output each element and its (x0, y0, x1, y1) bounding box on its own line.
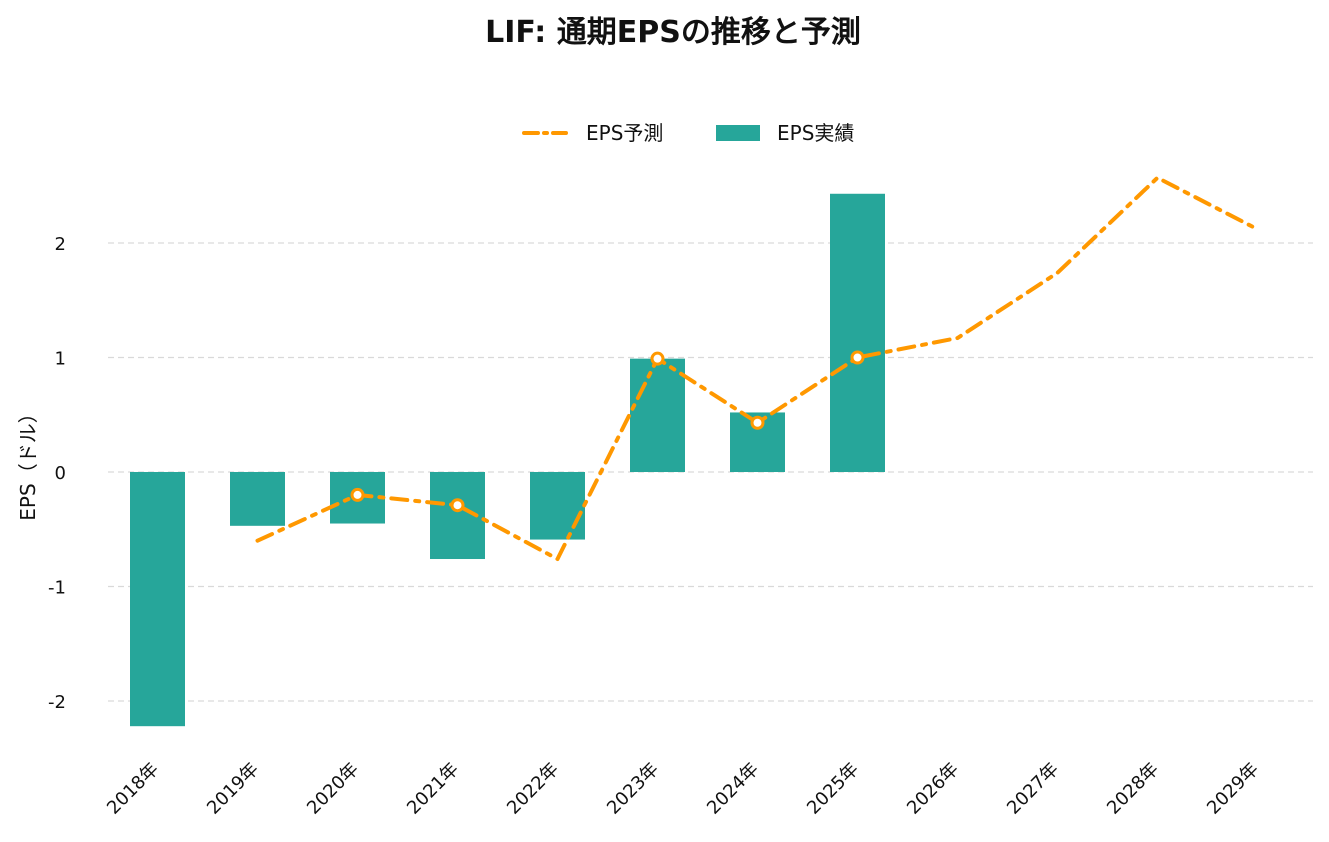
bar-2023年 (630, 358, 685, 472)
bar-2025年 (830, 193, 885, 472)
x-tick-label: 2029年 (1203, 759, 1263, 819)
forecast-line (255, 175, 1260, 562)
bar-2018年 (130, 472, 185, 727)
y-tick-label: -1 (48, 578, 66, 599)
y-tick-label: 2 (55, 234, 66, 255)
x-tick-label: 2018年 (103, 759, 163, 819)
bar-2019年 (230, 472, 285, 526)
legend-actual-swatch (716, 125, 760, 141)
x-tick-label: 2020年 (303, 759, 363, 819)
forecast-point-2021年 (450, 498, 465, 513)
forecast-point-2023年 (650, 351, 665, 366)
x-tick-label: 2023年 (603, 759, 663, 819)
line-markers (350, 350, 865, 513)
bar-2022年 (530, 472, 585, 540)
y-axis-label: EPS（ドル） (16, 403, 40, 520)
grid-lines (108, 242, 1313, 702)
x-tick-label: 2021年 (403, 759, 463, 819)
legend-item-forecast: EPS予測 (522, 121, 663, 145)
y-axis-ticks: -2 -1 0 1 2 (48, 234, 66, 713)
x-tick-label: 2024年 (703, 759, 763, 819)
forecast-point-2024年 (750, 415, 765, 430)
legend-actual-label: EPS実績 (777, 121, 854, 145)
legend-item-actual: EPS実績 (716, 121, 854, 145)
y-tick-label: 1 (55, 349, 66, 370)
x-axis-ticks: 2018年 2019年 2020年 2021年 2022年 2023年 2024年 2025年… (103, 759, 1263, 819)
forecast-point-2025年 (850, 350, 865, 365)
x-tick-label: 2027年 (1003, 759, 1063, 819)
x-tick-label: 2019年 (203, 759, 263, 819)
y-tick-label: 0 (55, 463, 66, 484)
bar-series (130, 193, 885, 727)
y-tick-label: -2 (48, 692, 66, 713)
x-tick-label: 2025年 (803, 759, 863, 819)
chart-title: LIF: 通期EPSの推移と予測 (485, 15, 861, 50)
legend-forecast-label: EPS予測 (586, 121, 663, 145)
forecast-point-2020年 (350, 487, 365, 502)
line-series (255, 175, 1260, 562)
x-tick-label: 2026年 (903, 759, 963, 819)
legend: EPS予測 EPS実績 (522, 121, 854, 145)
x-tick-label: 2028年 (1103, 759, 1163, 819)
x-tick-label: 2022年 (503, 759, 563, 819)
